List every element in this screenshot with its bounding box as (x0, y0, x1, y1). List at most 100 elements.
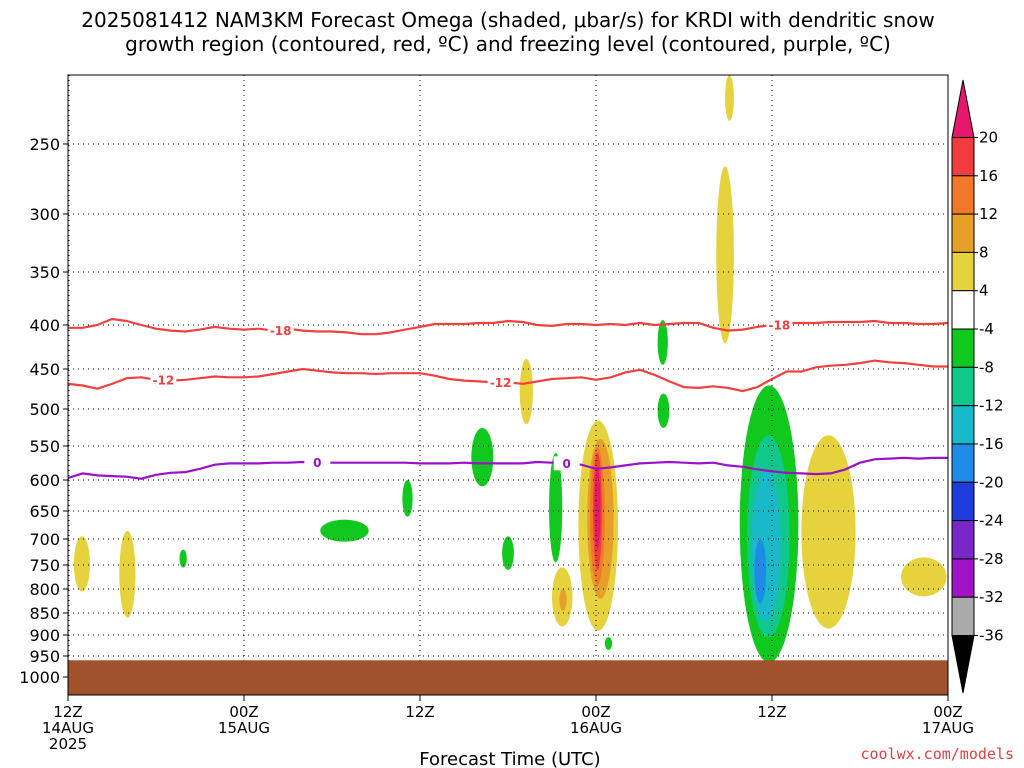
colorbar-label: 16 (979, 167, 998, 185)
colorbar-band (951, 520, 975, 560)
colorbar-label: 20 (979, 128, 998, 146)
contour-label: 0 (313, 456, 321, 470)
omega-area (119, 530, 136, 618)
x-tick-label: 14AUG (42, 719, 94, 737)
colorbar-band (951, 443, 975, 483)
contour-line (68, 317, 949, 336)
y-tick-label: 450 (29, 360, 60, 379)
colorbar-band (951, 251, 975, 292)
colorbar-band (951, 175, 975, 215)
x-tick-label: 17AUG (922, 719, 974, 737)
omega-area (594, 466, 601, 550)
contour-label: -18 (768, 319, 790, 333)
colorbar-band (951, 290, 975, 330)
contour-label-bg (304, 455, 331, 470)
colorbar-label: -32 (979, 588, 1004, 606)
x-tick-label: 15AUG (218, 719, 270, 737)
y-tick-label: 800 (29, 580, 60, 599)
colorbar-label: -16 (979, 435, 1004, 453)
contour-label-bg (267, 323, 294, 338)
y-tick-label: 850 (29, 604, 60, 623)
y-tick-label: 400 (29, 316, 60, 335)
contour-label: -12 (152, 373, 174, 387)
colorbar-label: -12 (979, 397, 1004, 415)
y-tick-label: 600 (29, 471, 60, 490)
colorbar-band (951, 596, 975, 637)
colorbar-band (951, 405, 975, 445)
contour-line (67, 456, 948, 480)
omega-area (519, 358, 533, 425)
colorbar-label: 8 (979, 243, 989, 261)
colorbar-label: -20 (979, 473, 1004, 491)
omega-area (320, 519, 369, 542)
x-tick-label: 12Z (757, 703, 786, 721)
y-tick-label: 950 (29, 647, 60, 666)
omega-area (502, 536, 514, 570)
colorbar-label: -36 (979, 627, 1004, 645)
contour-label: -18 (270, 324, 292, 338)
omega-area (751, 470, 781, 622)
omega-area (73, 536, 90, 592)
colorbar-label: -8 (979, 358, 994, 376)
omega-area (604, 637, 613, 650)
contour-lines: -18 -18 -12 -12 0 0 (67, 317, 949, 480)
x-tick-label: 00Z (229, 703, 258, 721)
plot-area: -18 -18 -12 -12 0 0 (67, 74, 949, 696)
y-tick-label: 700 (29, 530, 60, 549)
plot-frame (67, 74, 949, 696)
x-axis-label: Forecast Time (UTC) (419, 749, 600, 768)
colorbar-label: -24 (979, 512, 1004, 530)
omega-area (901, 557, 947, 597)
ground-surface (68, 660, 948, 695)
omega-area (402, 480, 413, 517)
y-tick-label: 750 (29, 556, 60, 575)
colorbar-band (951, 558, 975, 598)
contour-label-bg (487, 375, 514, 390)
chart-title-line-2: growth region (contoured, red, ºC) and f… (125, 32, 891, 56)
colorbar-cap-bottom (951, 635, 975, 694)
colorbar-label: 4 (979, 282, 989, 300)
omega-area (716, 166, 734, 344)
y-tick-label: 300 (29, 205, 60, 224)
y-tick-label: 1000 (19, 668, 60, 687)
contour-label-bg (150, 372, 177, 387)
omega-area (179, 549, 187, 568)
colorbar-band (951, 136, 975, 177)
omega-area (657, 320, 668, 365)
omega-shading (73, 75, 947, 663)
colorbar: 20 16 12 8 4 -4 -8 -12 -16 -20 -24 -28 -32 -36 (951, 79, 1004, 694)
colorbar-cap-top (951, 79, 975, 138)
y-tick-label: 350 (29, 263, 60, 282)
x-tick-label: 00Z (581, 703, 610, 721)
colorbar-band (951, 213, 975, 253)
omega-area (754, 539, 767, 604)
omega-area (801, 435, 856, 629)
x-tick-label: 16AUG (570, 719, 622, 737)
x-tick-label: 12Z (53, 703, 82, 721)
omega-area (657, 393, 670, 428)
y-tick-label: 900 (29, 626, 60, 645)
contour-label-bg (553, 456, 580, 471)
grid-lines (68, 75, 948, 695)
y-tick-label: 650 (29, 502, 60, 521)
x-tick-label: 2025 (49, 735, 87, 753)
omega-area (559, 589, 567, 611)
colorbar-band (951, 328, 975, 368)
chart-title-line-1: 2025081412 NAM3KM Forecast Omega (shaded… (81, 8, 934, 32)
colorbar-band (951, 481, 975, 522)
x-tick-label: 00Z (933, 703, 962, 721)
colorbar-label: -4 (979, 320, 994, 338)
colorbar-label: -28 (979, 550, 1004, 568)
colorbar-band (951, 366, 975, 407)
contour-label: 0 (562, 457, 570, 471)
contour-label: -12 (490, 376, 512, 390)
y-tick-label: 550 (29, 437, 60, 456)
omega-area (725, 75, 734, 121)
omega-area (471, 427, 494, 487)
contour-label-bg (766, 318, 793, 332)
colorbar-label: 12 (979, 205, 998, 223)
y-axis: 250 300 350 400 450 500 550 600 650 700 750 800 850 9… (19, 135, 68, 687)
y-tick-label: 250 (29, 135, 60, 154)
